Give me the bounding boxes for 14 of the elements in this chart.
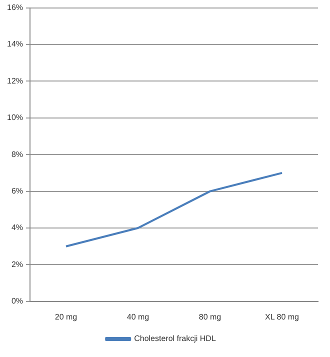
y-tick-label: 6% [11,186,24,196]
y-tick-label: 14% [6,40,24,49]
x-tick-label: XL 80 mg [265,312,299,322]
legend-label: Cholesterol frakcji HDL [134,334,216,344]
y-tick-label: 8% [11,150,24,159]
y-tick-label: 10% [6,113,24,122]
x-tick-label: 80 mg [198,312,222,322]
x-tick-label: 40 mg [126,312,150,322]
y-tick-label: 4% [11,223,24,232]
y-tick-label: 2% [11,260,24,269]
y-tick-label: 0% [11,296,24,306]
x-tick-label: 20 mg [54,312,78,322]
y-tick-label: 16% [6,3,24,12]
y-tick-label: 12% [6,76,24,86]
